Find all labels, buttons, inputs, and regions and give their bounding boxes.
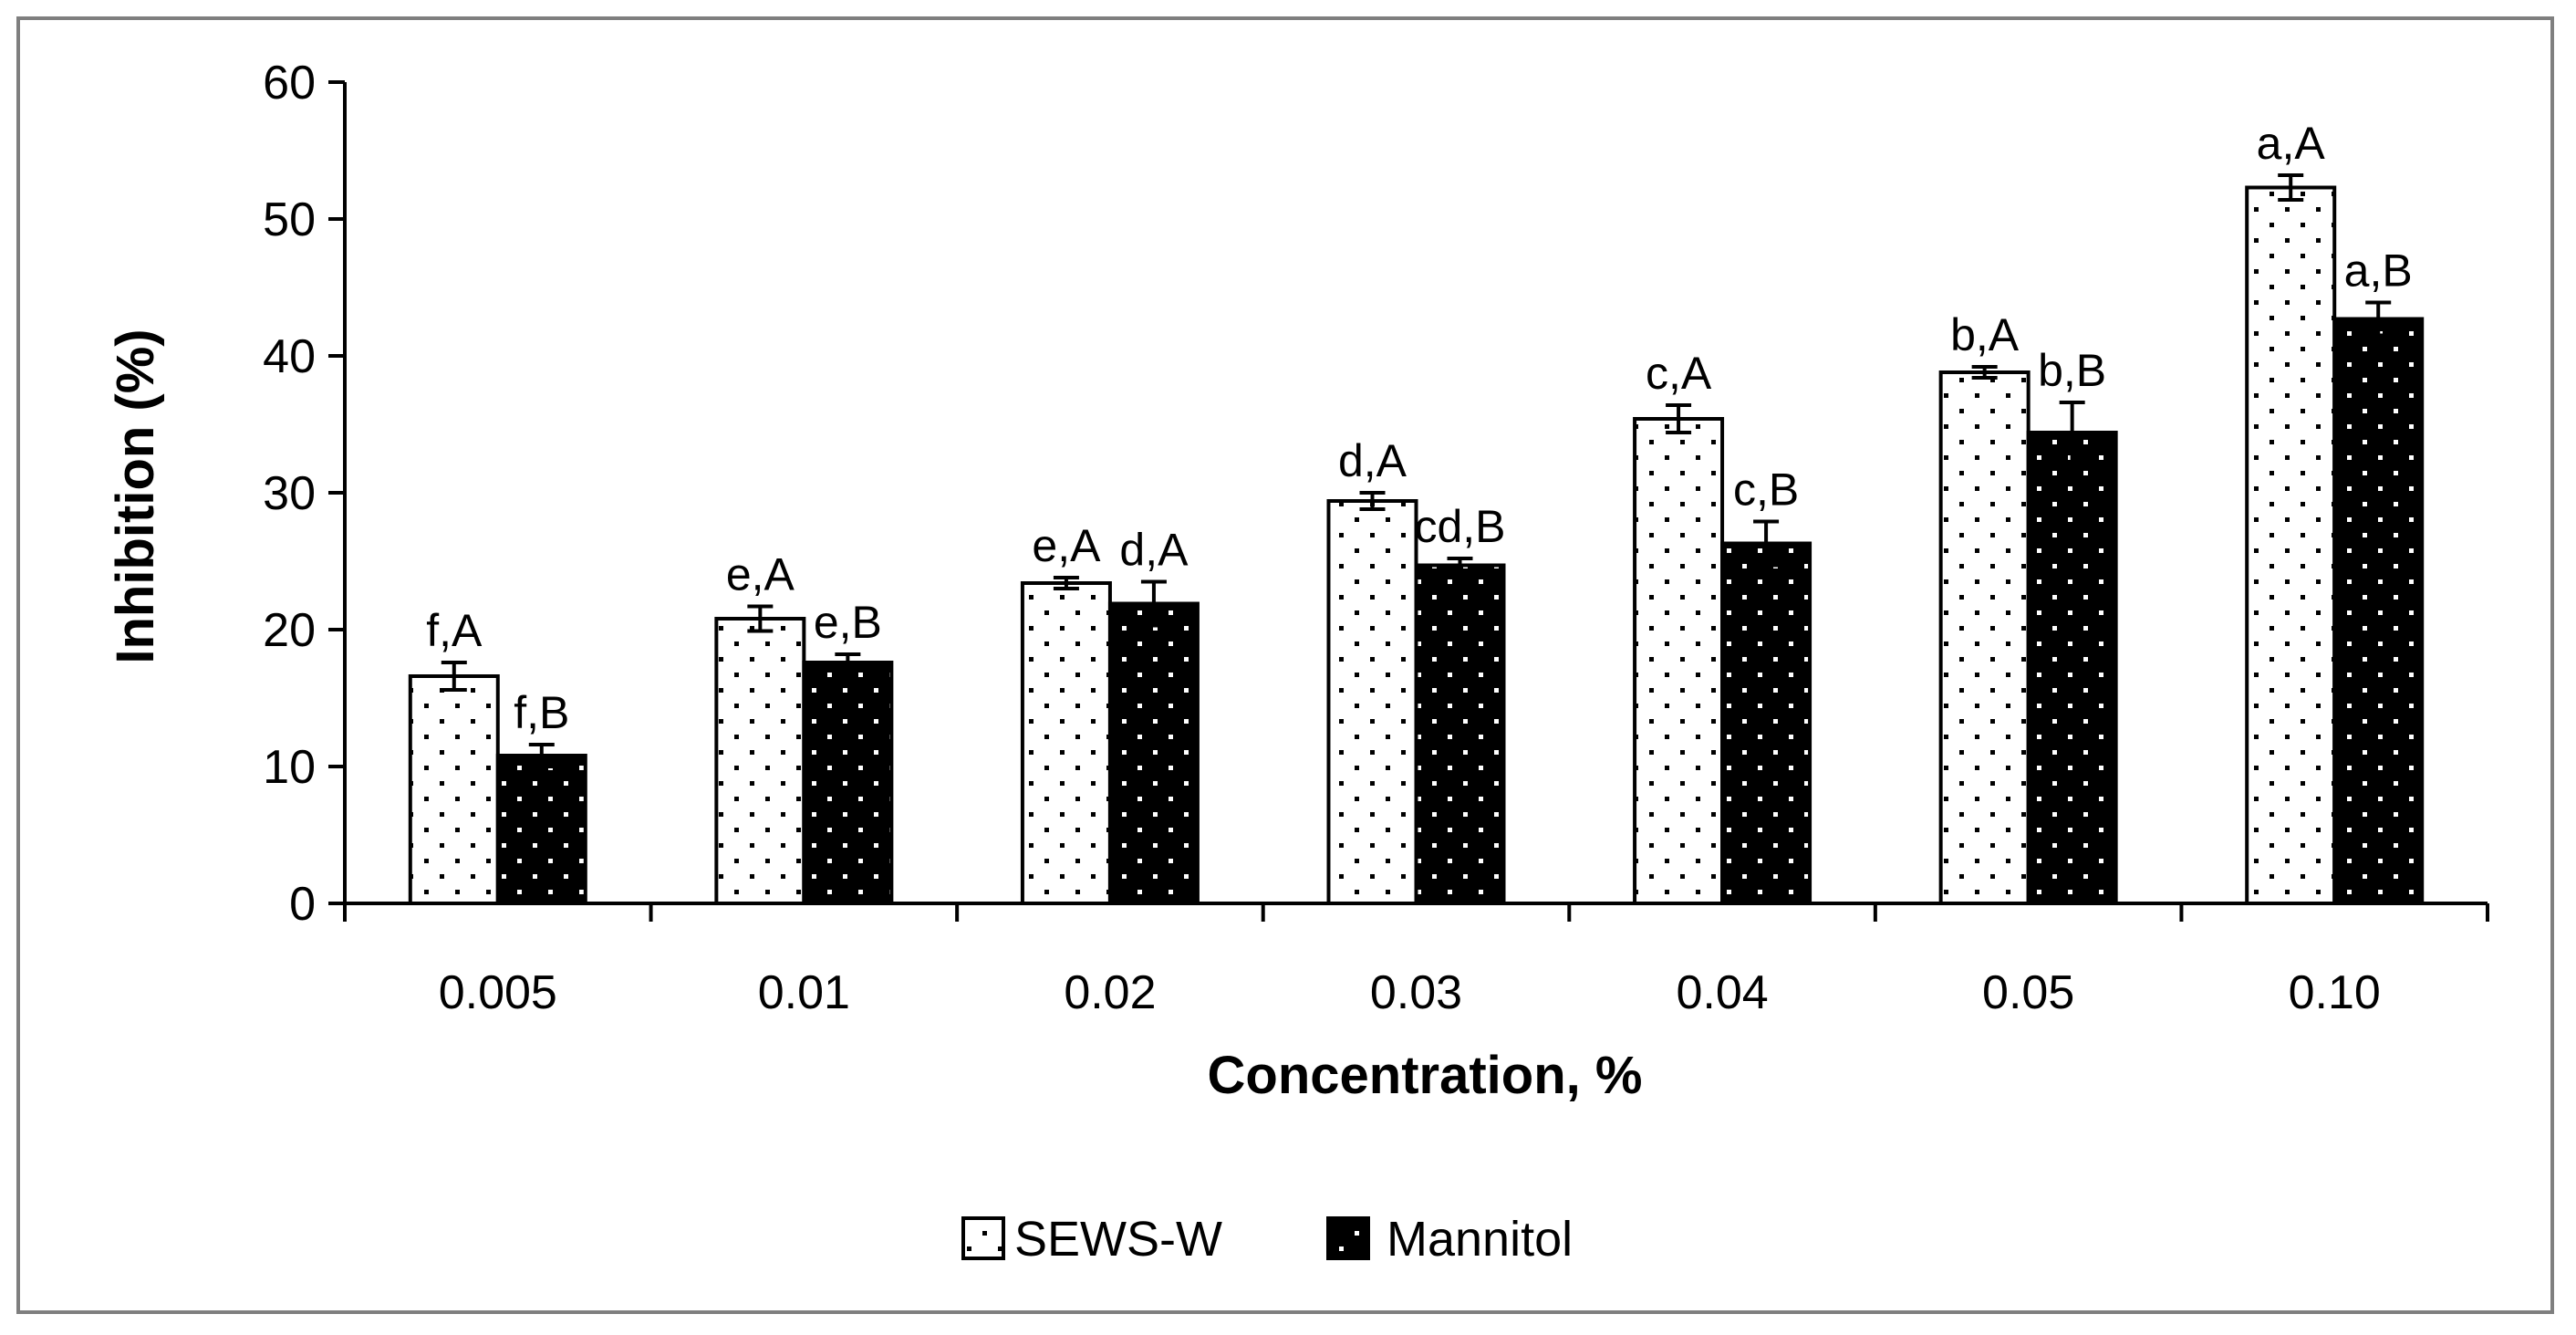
y-tick-label-2: 20 [263, 604, 316, 657]
error-bar-sews-w-2 [1053, 576, 1079, 590]
error-bar-sews-w-5 [1971, 365, 1998, 380]
error-bar-mannitol-0 [528, 743, 555, 768]
bar-sews-w-0 [408, 674, 500, 905]
y-tick-label-1: 10 [263, 741, 316, 794]
error-bar-mannitol-6 [2365, 300, 2392, 338]
y-tick-label-5: 50 [263, 193, 316, 246]
x-tick-label-5: 0.05 [1982, 966, 2074, 1019]
bar-sews-w-1 [714, 617, 806, 905]
bar-mannitol-3 [1414, 563, 1506, 905]
legend-swatch-sews-w [961, 1216, 1005, 1260]
error-bar-sews-w-3 [1359, 491, 1386, 511]
error-bar-sews-w-1 [747, 604, 774, 633]
error-bar-mannitol-3 [1447, 557, 1473, 574]
data-label-sews-w-1: e,A [726, 549, 795, 600]
data-label-sews-w-0: f,A [426, 605, 483, 656]
x-axis-title: Concentration, % [1208, 1046, 1643, 1105]
x-tick-label-6: 0.10 [2289, 966, 2381, 1019]
y-tick-label-3: 30 [263, 467, 316, 520]
data-label-mannitol-3: cd,B [1414, 501, 1505, 552]
data-label-sews-w-2: e,A [1032, 520, 1101, 571]
y-tick-label-0: 0 [289, 878, 316, 931]
x-tick-label-3: 0.03 [1370, 966, 1462, 1019]
x-tick-label-0: 0.005 [439, 966, 557, 1019]
legend: SEWS-W Mannitol [961, 1212, 1573, 1267]
bar-mannitol-5 [2026, 431, 2118, 905]
x-tick-label-4: 0.04 [1676, 966, 1768, 1019]
bar-mannitol-1 [802, 661, 894, 905]
error-bar-mannitol-4 [1753, 519, 1780, 568]
data-label-mannitol-5: b,B [2038, 345, 2106, 396]
bar-mannitol-2 [1107, 601, 1200, 905]
bar-sews-w-4 [1633, 417, 1725, 905]
data-label-sews-w-5: b,A [1950, 309, 2020, 360]
error-bar-mannitol-1 [835, 652, 861, 673]
bar-mannitol-6 [2332, 317, 2425, 905]
error-bar-sews-w-4 [1666, 403, 1692, 434]
y-axis-title: Inhibition (%) [106, 329, 165, 663]
legend-swatch-mannitol [1326, 1216, 1370, 1260]
x-tick-label-2: 0.02 [1064, 966, 1156, 1019]
error-bar-sews-w-6 [2278, 173, 2304, 202]
bar-mannitol-0 [495, 754, 587, 905]
legend-label-sews-w: SEWS-W [1014, 1212, 1222, 1267]
error-bar-sews-w-0 [441, 661, 467, 692]
data-label-sews-w-6: a,A [2257, 118, 2326, 169]
error-bar-mannitol-2 [1140, 579, 1167, 628]
data-label-sews-w-4: c,A [1646, 348, 1712, 399]
x-tick-label-1: 0.01 [758, 966, 850, 1019]
data-label-mannitol-2: d,A [1119, 525, 1189, 576]
data-label-mannitol-4: c,B [1733, 464, 1799, 516]
y-tick-label-6: 60 [263, 57, 316, 110]
data-label-mannitol-6: a,B [2344, 245, 2413, 297]
bar-sews-w-5 [1938, 370, 2031, 905]
legend-label-mannitol: Mannitol [1387, 1212, 1573, 1267]
bar-sews-w-6 [2245, 185, 2337, 905]
error-bar-mannitol-5 [2059, 401, 2085, 464]
bar-sews-w-3 [1326, 499, 1418, 905]
bar-sews-w-2 [1020, 581, 1112, 905]
bar-mannitol-4 [1720, 541, 1813, 905]
data-label-sews-w-3: d,A [1338, 435, 1407, 486]
y-tick-label-4: 40 [263, 330, 316, 383]
data-label-mannitol-1: e,B [814, 597, 882, 648]
data-label-mannitol-0: f,B [514, 687, 569, 738]
chart-frame [16, 16, 2554, 1314]
